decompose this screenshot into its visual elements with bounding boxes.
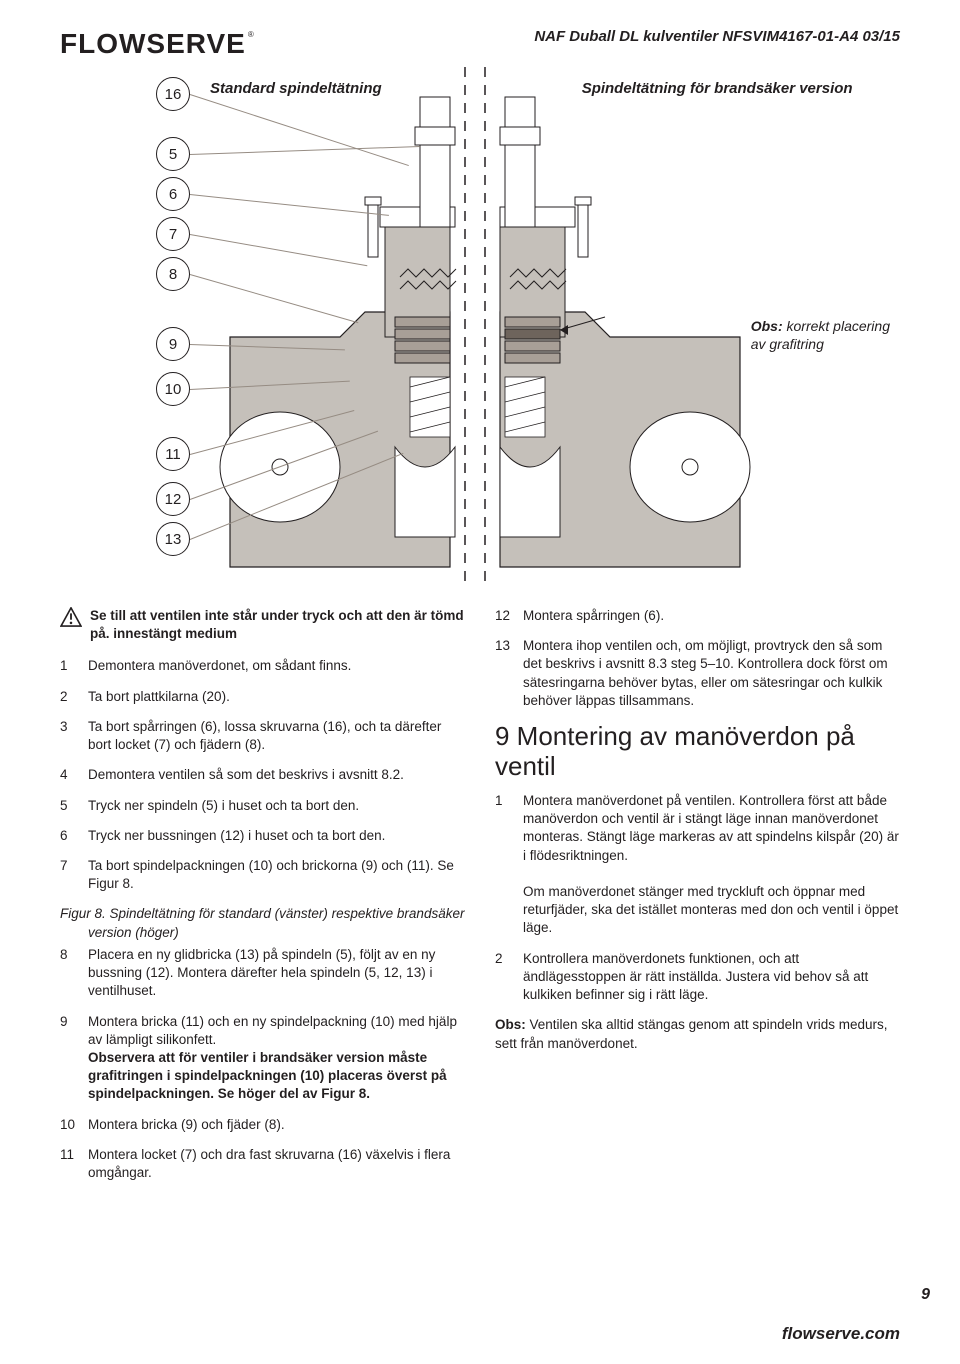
step-text: Ta bort spårringen (6), lossa skruvarna …	[88, 718, 465, 754]
step-text: Kontrollera manöverdonets funktionen, oc…	[523, 950, 900, 1005]
step-text: Demontera manöverdonet, om sådant finns.	[88, 657, 351, 675]
step-text: Montera spårringen (6).	[523, 607, 664, 625]
obs-paragraph: Obs: Ventilen ska alltid stängas genom a…	[495, 1016, 900, 1052]
section-title: 9 Montering av manöverdon på ventil	[495, 722, 900, 782]
warning-text: Se till att ventilen inte står under try…	[90, 607, 465, 643]
exploded-diagram: 16 5 6 7 8 9 10 11 12 13	[60, 97, 900, 597]
step-num: 7	[60, 857, 78, 893]
step-num: 9	[60, 1013, 78, 1104]
step-num: 6	[60, 827, 78, 845]
step-text: Tryck ner bussningen (12) i huset och ta…	[88, 827, 385, 845]
step-num: 8	[60, 946, 78, 1001]
step-num: 5	[60, 797, 78, 815]
obs-note: Obs: korrekt placering av grafitring	[751, 317, 890, 353]
step-text: Montera manöverdonet på ventilen. Kontro…	[523, 792, 900, 938]
step-num: 1	[495, 792, 513, 938]
callout-9: 9	[156, 327, 190, 361]
step-text: Montera bricka (9) och fjäder (8).	[88, 1116, 285, 1134]
callout-11: 11	[156, 437, 190, 471]
page-number: 9	[921, 1286, 930, 1304]
step-num: 12	[495, 607, 513, 625]
footer-url: flowserve.com	[782, 1324, 900, 1344]
step-num: 11	[60, 1146, 78, 1182]
callout-6: 6	[156, 177, 190, 211]
doc-title: NAF Duball DL kulventiler NFSVIM4167-01-…	[534, 28, 900, 45]
callout-16: 16	[156, 77, 190, 111]
figure-caption: Figur 8. Spindeltätning för standard (vä…	[60, 905, 465, 941]
callout-13: 13	[156, 522, 190, 556]
callout-10: 10	[156, 372, 190, 406]
step-num: 2	[60, 688, 78, 706]
step-text: Montera locket (7) och dra fast skruvarn…	[88, 1146, 465, 1182]
left-column: Se till att ventilen inte står under try…	[60, 607, 465, 1194]
step-text: Tryck ner spindeln (5) i huset och ta bo…	[88, 797, 359, 815]
step-num: 2	[495, 950, 513, 1005]
cross-section-svg	[210, 67, 810, 587]
step-num: 10	[60, 1116, 78, 1134]
step-text: Ta bort spindelpackningen (10) och brick…	[88, 857, 465, 893]
step-text: Montera bricka (11) och en ny spindelpac…	[88, 1013, 465, 1104]
warning-icon	[60, 607, 82, 627]
step-text: Ta bort plattkilarna (20).	[88, 688, 230, 706]
step-num: 1	[60, 657, 78, 675]
step-num: 3	[60, 718, 78, 754]
logo: FLOWSERVE	[60, 28, 253, 60]
callout-7: 7	[156, 217, 190, 251]
right-column: 12Montera spårringen (6). 13Montera ihop…	[495, 607, 900, 1194]
callout-12: 12	[156, 482, 190, 516]
step-num: 4	[60, 766, 78, 784]
step-text: Placera en ny glidbricka (13) på spindel…	[88, 946, 465, 1001]
step-text: Demontera ventilen så som det beskrivs i…	[88, 766, 404, 784]
callout-8: 8	[156, 257, 190, 291]
step-num: 13	[495, 637, 513, 710]
step-text: Montera ihop ventilen och, om möjligt, p…	[523, 637, 900, 710]
callout-5: 5	[156, 137, 190, 171]
